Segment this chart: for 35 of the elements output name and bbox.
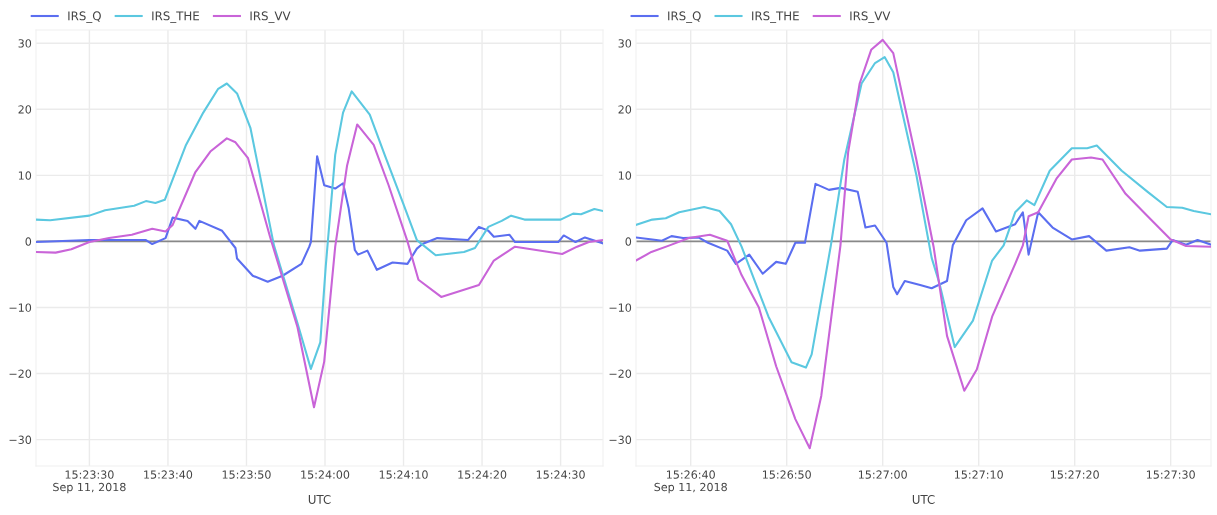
y-tick-label: 10 bbox=[618, 171, 632, 180]
x-axis-title: UTC bbox=[912, 494, 935, 504]
x-tick-label: 15:23:50 bbox=[222, 470, 271, 479]
x-tick-label: 15:24:00 bbox=[301, 470, 350, 479]
y-tick-label: −30 bbox=[609, 435, 632, 444]
y-tick-label: 20 bbox=[18, 105, 32, 114]
x-tick-label: 15:24:10 bbox=[379, 470, 428, 479]
y-tick-label: 20 bbox=[618, 105, 632, 114]
x-tick-label: 15:27:30 bbox=[1146, 470, 1195, 479]
y-tick-label: 10 bbox=[18, 171, 32, 180]
y-tick-label: 30 bbox=[618, 39, 632, 48]
legend-label: IRS_Q bbox=[68, 11, 101, 23]
y-tick-label: 0 bbox=[25, 237, 32, 246]
x-tick-label: 15:24:20 bbox=[458, 470, 507, 479]
legend-label: IRS_THE bbox=[752, 11, 799, 23]
legend-label: IRS_VV bbox=[850, 11, 891, 23]
y-tick-label: 0 bbox=[625, 237, 632, 246]
legend-label: IRS_THE bbox=[152, 11, 199, 23]
x-tick-label: 15:26:40 Sep 11, 2018 bbox=[654, 470, 727, 494]
x-tick-label: 15:27:20 bbox=[1050, 470, 1099, 479]
x-tick-label: 15:23:30 Sep 11, 2018 bbox=[53, 470, 126, 494]
y-tick-label: 30 bbox=[18, 39, 32, 48]
legend-label: IRS_VV bbox=[250, 11, 291, 23]
x-tick-label: 15:24:30 bbox=[536, 470, 585, 479]
y-tick-label: −10 bbox=[609, 303, 632, 312]
y-tick-label: −20 bbox=[609, 369, 632, 378]
x-axis-title: UTC bbox=[308, 494, 331, 504]
x-tick-label: 15:27:10 bbox=[954, 470, 1003, 479]
y-tick-label: −10 bbox=[9, 303, 32, 312]
x-tick-label: 15:27:00 bbox=[858, 470, 907, 479]
y-tick-label: −30 bbox=[9, 435, 32, 444]
y-tick-label: −20 bbox=[9, 369, 32, 378]
legend-label: IRS_Q bbox=[668, 11, 701, 23]
x-tick-label: 15:23:40 bbox=[144, 470, 193, 479]
x-tick-label: 15:26:50 bbox=[762, 470, 811, 479]
